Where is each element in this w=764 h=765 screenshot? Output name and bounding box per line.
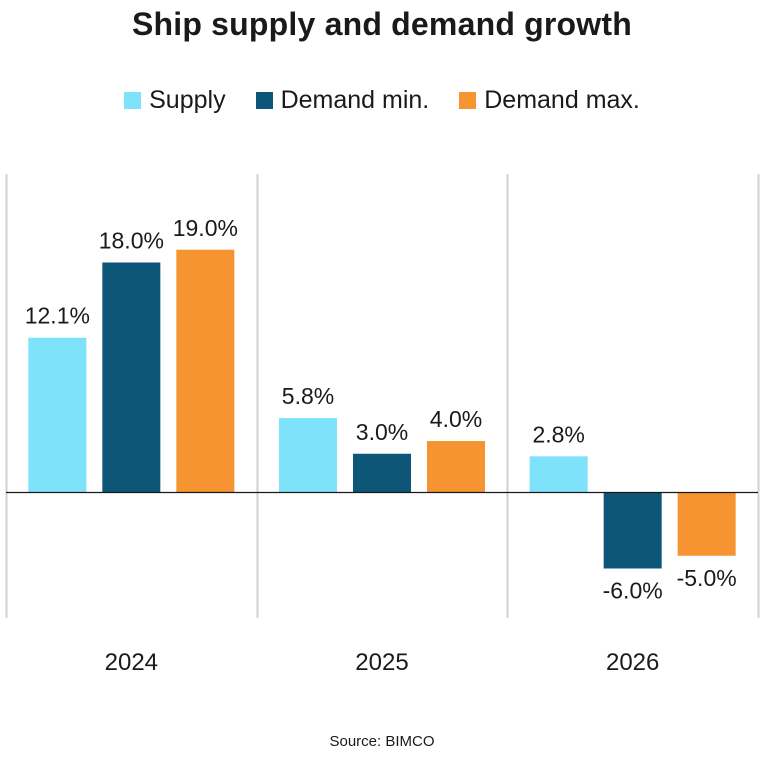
x-tick-label: 2025 (355, 649, 408, 676)
x-tick-label: 2026 (606, 649, 659, 676)
bar (427, 441, 485, 492)
data-label: 18.0% (99, 228, 164, 254)
legend-label-demand-max: Demand max. (484, 86, 640, 114)
data-label: -5.0% (677, 565, 737, 591)
legend-label-supply: Supply (149, 86, 226, 114)
bar (529, 456, 588, 492)
data-label: 12.1% (25, 303, 90, 329)
data-label: -6.0% (603, 578, 663, 604)
data-label: 5.8% (282, 383, 334, 409)
legend-item-demand-max: Demand max. (459, 86, 640, 115)
data-label: 3.0% (356, 419, 408, 445)
bar (603, 492, 662, 569)
bar (28, 337, 87, 492)
data-label: 2.8% (532, 421, 584, 447)
data-label: 19.0% (173, 215, 238, 241)
bar (102, 262, 161, 492)
source-note: Source: BIMCO (329, 733, 435, 750)
legend-swatch-demand-min (255, 92, 273, 109)
legend-swatch-demand-max (459, 92, 477, 109)
chart-title: Ship supply and demand growth (131, 6, 633, 42)
data-label: 4.0% (430, 406, 482, 432)
legend: Supply Demand min. Demand max. (0, 86, 764, 115)
legend-item-demand-min: Demand min. (255, 86, 430, 115)
x-tick-label: 2024 (105, 649, 158, 676)
legend-item-supply: Supply (124, 86, 226, 115)
legend-swatch-supply (124, 92, 142, 109)
legend-label-demand-min: Demand min. (280, 86, 430, 114)
bar (176, 249, 235, 492)
bar (353, 453, 411, 492)
bar (279, 418, 337, 492)
bar (677, 492, 736, 556)
